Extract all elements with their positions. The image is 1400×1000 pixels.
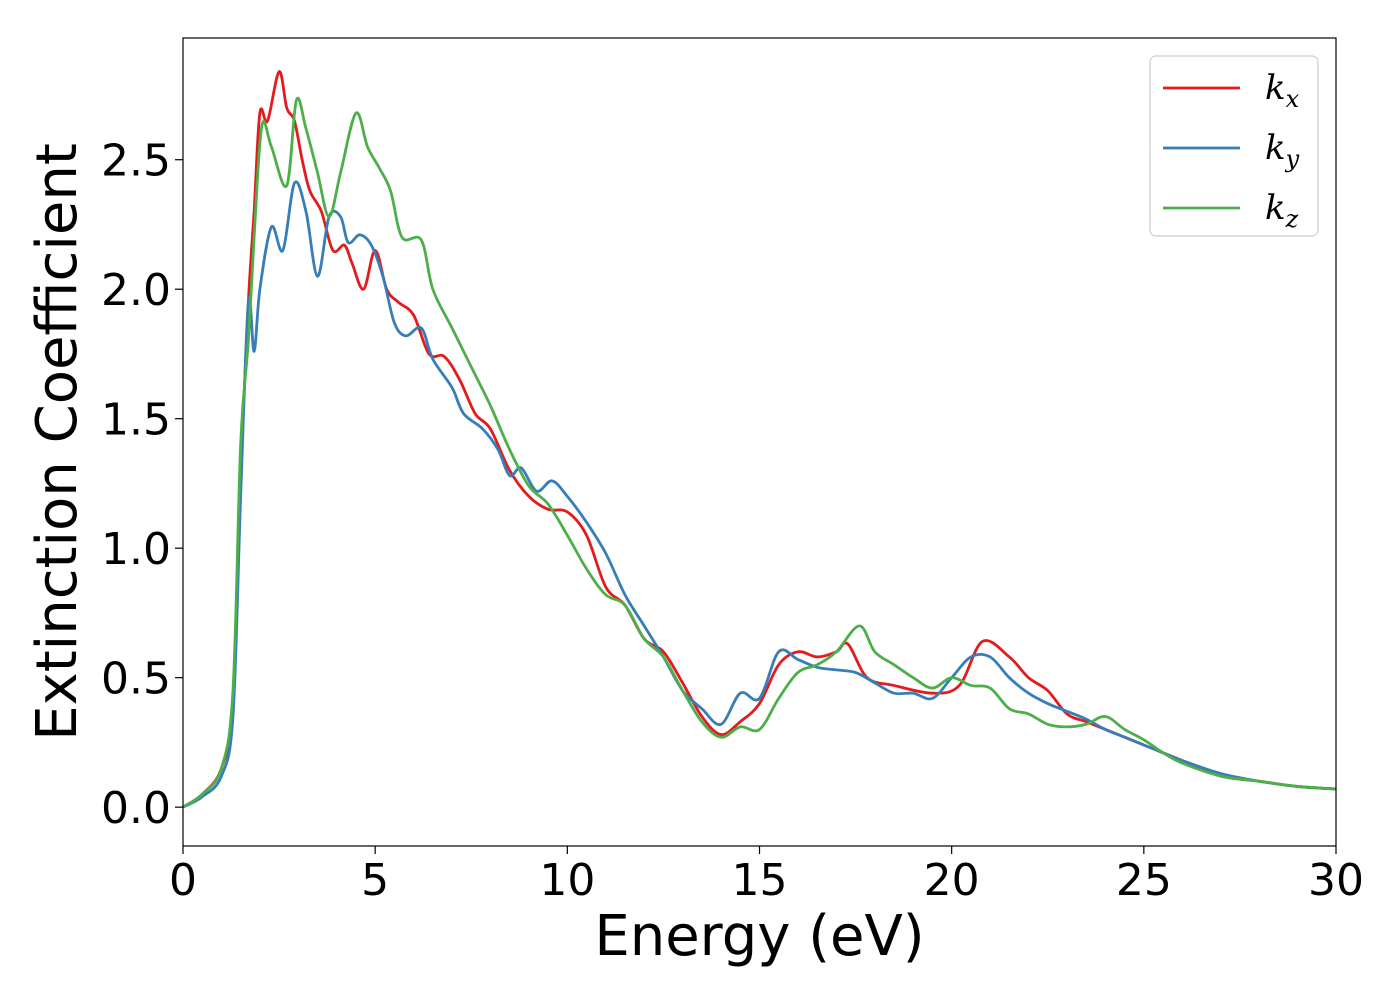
series-line-z <box>182 96 1337 809</box>
x-tick-label: 5 <box>361 855 389 906</box>
y-axis-ticks: 0.0 0.5 1.0 1.5 2.0 2.5 <box>101 136 183 834</box>
x-tick-label: 25 <box>1116 855 1172 906</box>
series-line-x <box>182 70 1337 809</box>
y-tick-label: 2.0 <box>101 265 171 316</box>
series-lines <box>182 70 1337 809</box>
x-axis-label: Energy (eV) <box>594 904 924 969</box>
legend-box <box>1149 55 1319 237</box>
y-tick-label: 1.0 <box>101 524 171 575</box>
x-tick-label: 15 <box>732 855 788 906</box>
y-tick-label: 0.0 <box>101 783 171 834</box>
series-line-y <box>182 180 1337 809</box>
y-axis-label: Extinction Coefficient <box>25 143 90 741</box>
x-tick-label: 10 <box>539 855 595 906</box>
x-tick-label: 20 <box>924 855 980 906</box>
x-tick-label: 30 <box>1308 855 1364 906</box>
y-tick-label: 0.5 <box>101 654 171 705</box>
x-axis-ticks: 0 5 10 15 20 25 30 <box>169 846 1364 906</box>
y-tick-label: 2.5 <box>101 136 171 187</box>
y-tick-label: 1.5 <box>101 395 171 446</box>
x-tick-label: 0 <box>169 855 197 906</box>
